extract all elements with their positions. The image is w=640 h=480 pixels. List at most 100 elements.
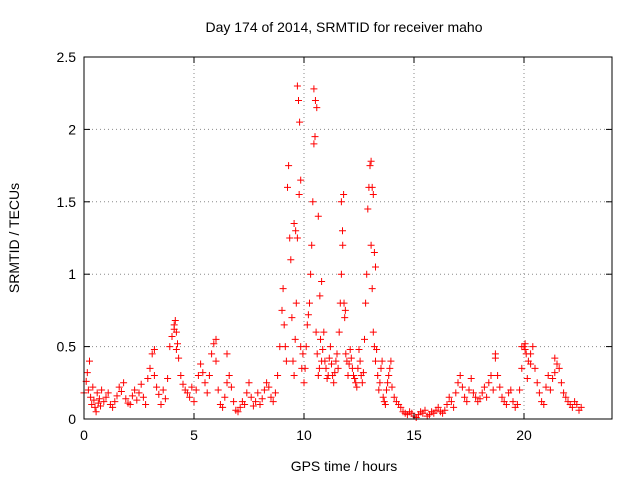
data-point — [247, 393, 255, 401]
data-point — [306, 299, 313, 307]
data-point — [278, 306, 286, 314]
data-point — [320, 328, 328, 336]
data-point — [225, 372, 233, 380]
data-point — [341, 314, 349, 322]
data-point — [316, 292, 324, 300]
data-point — [452, 389, 460, 397]
data-point — [227, 383, 235, 391]
data-point — [523, 374, 531, 382]
data-point — [445, 393, 453, 401]
y-axis-title: SRMTID / TECUs — [6, 183, 22, 293]
data-point — [285, 162, 293, 170]
data-point — [263, 379, 271, 387]
data-point — [380, 398, 388, 406]
data-point — [560, 389, 568, 397]
data-point — [339, 227, 346, 235]
data-point — [332, 357, 340, 365]
data-point — [120, 379, 128, 387]
chart-title: Day 174 of 2014, SRMTID for receiver mah… — [205, 19, 482, 35]
data-point — [352, 379, 360, 387]
data-point — [303, 321, 311, 329]
data-point — [369, 328, 377, 336]
data-point — [322, 364, 330, 372]
data-point — [205, 372, 213, 380]
data-point — [557, 379, 565, 387]
data-point — [369, 191, 377, 199]
data-point — [302, 343, 310, 351]
data-point — [353, 383, 361, 391]
data-point — [325, 354, 333, 362]
data-point — [434, 403, 442, 411]
data-point — [83, 369, 91, 377]
y-tick-label: 0 — [68, 411, 76, 427]
data-point — [258, 395, 266, 403]
y-tick-label: 1 — [68, 266, 76, 282]
data-point — [331, 369, 339, 377]
data-point — [533, 379, 541, 387]
data-point — [142, 401, 150, 409]
data-point — [287, 256, 295, 264]
data-point — [527, 360, 535, 368]
data-point — [339, 241, 347, 249]
data-point — [356, 357, 364, 365]
data-point — [333, 350, 341, 358]
data-point — [379, 393, 387, 401]
data-point — [267, 393, 275, 401]
data-point — [507, 386, 515, 394]
data-point — [199, 369, 207, 377]
data-point — [230, 398, 238, 406]
data-point — [171, 317, 179, 325]
data-point — [467, 374, 475, 382]
data-point — [95, 395, 103, 403]
data-point — [301, 364, 309, 372]
data-point — [223, 350, 231, 358]
data-point — [337, 270, 345, 278]
data-point — [487, 372, 495, 380]
data-point — [377, 364, 385, 372]
data-point — [553, 360, 561, 368]
data-point — [485, 379, 493, 387]
data-point — [84, 386, 92, 394]
data-point — [155, 390, 163, 398]
data-point — [362, 299, 370, 307]
data-point — [219, 403, 227, 411]
data-point — [260, 386, 268, 394]
data-point — [137, 380, 145, 388]
data-point — [150, 345, 158, 353]
data-point — [111, 398, 119, 406]
data-point — [577, 403, 585, 411]
data-point — [89, 383, 97, 391]
data-point — [518, 343, 526, 351]
data-point — [194, 372, 202, 380]
data-point — [458, 383, 466, 391]
data-point — [109, 403, 117, 411]
data-point — [292, 227, 300, 235]
data-point — [212, 357, 220, 365]
data-point — [421, 406, 429, 414]
data-point — [494, 372, 502, 380]
data-point — [308, 241, 316, 249]
data-point — [386, 364, 394, 372]
data-point — [236, 403, 244, 411]
y-tick-label: 2.5 — [57, 49, 77, 65]
data-point — [454, 379, 462, 387]
data-point — [317, 335, 324, 343]
data-point — [310, 140, 318, 148]
plot-area-frame — [83, 56, 613, 420]
data-point — [188, 383, 196, 391]
data-point — [527, 350, 535, 358]
data-point — [102, 393, 110, 401]
data-point — [367, 157, 375, 165]
grid — [84, 57, 612, 419]
data-point — [551, 369, 559, 377]
data-point — [463, 398, 471, 406]
data-point — [174, 340, 181, 348]
data-point — [469, 389, 477, 397]
data-point — [282, 357, 290, 365]
data-point — [397, 403, 405, 411]
data-point — [252, 398, 260, 406]
data-point — [241, 401, 249, 409]
data-point — [290, 220, 298, 228]
data-point — [498, 393, 506, 401]
